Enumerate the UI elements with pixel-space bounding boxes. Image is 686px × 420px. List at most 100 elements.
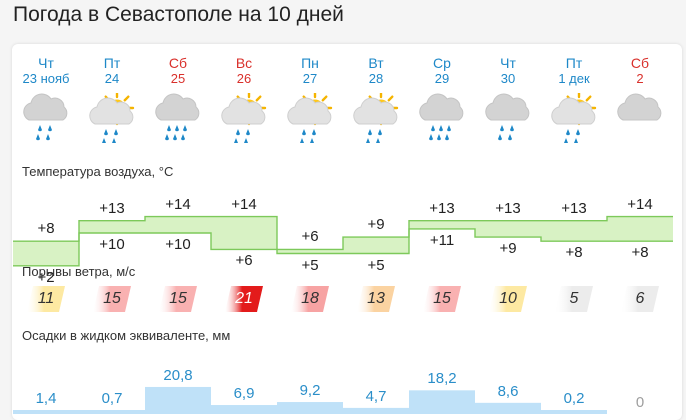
temperature-max: +13 — [429, 199, 455, 217]
temperature-max: +13 — [495, 199, 521, 217]
wind-gust-badge: 18 — [291, 286, 329, 312]
day-name: Сб — [168, 55, 188, 71]
precip-bar — [541, 410, 607, 414]
wind-gust-badge: 15 — [93, 286, 131, 312]
precip-bar — [13, 410, 79, 414]
wind-gust-badge: 13 — [357, 286, 395, 312]
day-date: 27 — [302, 71, 318, 86]
day-column[interactable]: Вт 28 — [343, 55, 409, 143]
rain-drops-icon — [564, 129, 580, 143]
day-column[interactable]: Пн 27 — [277, 55, 343, 143]
wind-gust-value: 15 — [103, 290, 121, 307]
rain-drops-icon — [498, 125, 514, 141]
temperature-min: +10 — [99, 236, 125, 253]
temperature-min: +8 — [565, 244, 583, 262]
day-column[interactable]: Сб 25 — [145, 55, 211, 141]
cloud-shape — [551, 97, 596, 125]
temperature-min: +6 — [235, 252, 253, 270]
day-date: 23 нояб — [22, 71, 70, 86]
day-date: 30 — [500, 71, 516, 86]
cloud-shape — [23, 93, 68, 121]
day-name: Сб — [630, 55, 650, 71]
wind-gust-value: 15 — [433, 290, 451, 307]
day-name: Вс — [235, 55, 253, 71]
wind-gust-value: 18 — [301, 290, 319, 307]
precip-value: 6,9 — [233, 385, 255, 403]
page-title: Погода в Севастополе на 10 дней — [13, 3, 344, 26]
day-column[interactable]: Пт 24 — [79, 55, 145, 143]
temperature-max: +14 — [165, 195, 191, 213]
day-column[interactable]: Ср 29 — [409, 55, 475, 141]
cloud-heavy-rain-icon — [419, 93, 464, 141]
day-name: Вт — [368, 55, 384, 71]
wind-gust-badge: 6 — [621, 286, 659, 312]
precip-bar — [145, 386, 211, 414]
day-name: Ср — [433, 55, 451, 71]
wind-gust-badge: 11 — [27, 286, 65, 312]
cloud-shape — [89, 97, 134, 125]
temperature-max: +8 — [37, 220, 55, 238]
precip-value: 18,2 — [427, 370, 457, 388]
temperature-max: +13 — [99, 199, 125, 217]
wind-gust-badge: 15 — [159, 286, 197, 312]
precip-value: 0,7 — [101, 390, 123, 407]
wind-gust-value: 21 — [235, 290, 253, 307]
temperature-min: +11 — [429, 231, 455, 249]
cloud-rain-icon — [485, 93, 530, 141]
day-date: 28 — [368, 71, 384, 86]
sun-cloud-rain-icon — [287, 93, 333, 143]
cloud-shape — [353, 97, 398, 125]
temperature-max-line — [13, 215, 673, 251]
precip-value: 0 — [635, 394, 645, 411]
rain-drops-icon — [36, 125, 52, 141]
cloud-heavy-rain-icon — [155, 93, 200, 141]
wind-gust-badge: 21 — [225, 286, 263, 312]
precip-bar — [409, 390, 475, 414]
temperature-min: +10 — [165, 236, 191, 253]
precip-bar — [475, 402, 541, 414]
wind-gust-value: 10 — [499, 290, 517, 307]
rain-drops-icon — [234, 129, 250, 143]
precip-bar — [79, 410, 145, 414]
cloud-shape — [287, 97, 332, 125]
rain-drops-icon — [102, 129, 118, 143]
temperature-max: +6 — [301, 228, 319, 246]
wind-section-label: Порывы ветра, м/с — [22, 264, 136, 279]
day-column[interactable]: Чт 23 нояб — [13, 55, 79, 141]
temperature-min: +9 — [499, 240, 517, 258]
cloud-shape — [221, 97, 266, 125]
day-column[interactable]: Пт 1 дек — [541, 55, 607, 143]
forecast-card: Чт 23 нояб Пт 24 Сб 25 Вс 26 Пн 27 Вт 28 Ср 29 Чт 30 Пт 1… — [12, 44, 682, 420]
day-name: Пт — [565, 55, 583, 71]
precip-bar — [211, 405, 277, 414]
day-column[interactable]: Вс 26 — [211, 55, 277, 143]
temperature-min: +5 — [301, 256, 319, 274]
day-name: Чт — [38, 55, 54, 71]
temperature-chart — [13, 215, 673, 267]
wind-gust-value: 11 — [37, 290, 55, 307]
sun-cloud-rain-icon — [551, 93, 597, 143]
precip-value: 8,6 — [497, 382, 519, 400]
day-date: 25 — [170, 71, 186, 86]
day-date: 26 — [236, 71, 252, 86]
temperature-max: +9 — [367, 216, 385, 234]
day-date: 1 дек — [558, 71, 590, 86]
day-column[interactable]: Чт 30 — [475, 55, 541, 141]
day-date: 24 — [104, 71, 120, 86]
cloud-shape — [419, 93, 464, 121]
sun-cloud-rain-icon — [221, 93, 267, 143]
sun-cloud-rain-icon — [353, 93, 399, 143]
precip-value: 4,7 — [365, 387, 387, 405]
day-column[interactable]: Сб 2 — [607, 55, 673, 121]
sun-cloud-rain-icon — [89, 93, 135, 143]
precip-section-label: Осадки в жидком эквиваленте, мм — [22, 328, 231, 343]
rain-drops-icon — [165, 125, 187, 141]
precipitation-chart — [13, 386, 607, 414]
rain-drops-icon — [300, 129, 316, 143]
wind-gust-badge: 10 — [489, 286, 527, 312]
wind-gust-badge: 5 — [555, 286, 593, 312]
rain-drops-icon — [366, 129, 382, 143]
cloud-shape — [617, 93, 662, 121]
day-date: 2 — [636, 71, 644, 86]
precip-bar — [343, 407, 409, 414]
